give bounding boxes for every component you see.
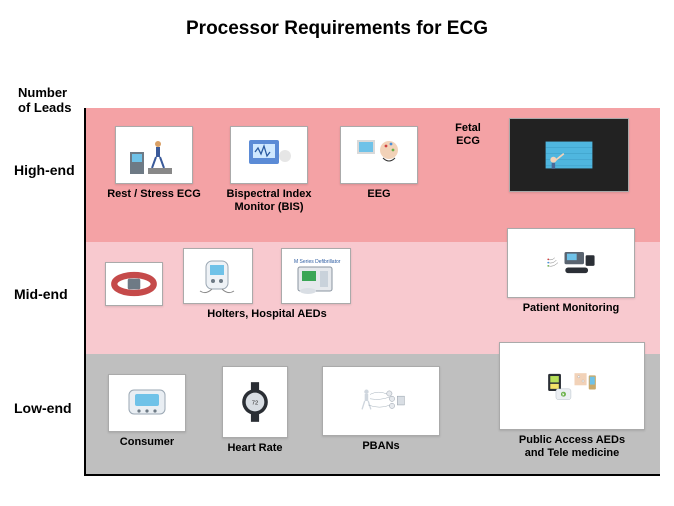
y-label-mid: Mid-end xyxy=(14,286,68,302)
thumb-holter-device xyxy=(183,248,253,304)
caption-pbans: PBANs xyxy=(316,440,446,453)
thumb-patient-monitoring xyxy=(507,228,635,298)
caption-patient-monitoring: Patient Monitoring xyxy=(496,302,646,315)
item-fetal-label: FetalECG xyxy=(444,122,492,147)
caption-fetal: FetalECG xyxy=(444,122,492,147)
item-rest-stress: Rest / Stress ECG xyxy=(104,126,204,201)
y-label-high: High-end xyxy=(14,162,75,178)
item-consumer: Consumer xyxy=(100,374,194,449)
item-eeg: EEG xyxy=(334,126,424,201)
caption-eeg: EEG xyxy=(334,188,424,201)
thumb-public-aed xyxy=(499,342,645,430)
thumb-fetal-screen xyxy=(509,118,629,192)
item-bis: Bispectral IndexMonitor (BIS) xyxy=(214,126,324,213)
thumb-hospital-aed: M Series Defibrillator xyxy=(281,248,351,304)
caption-rest-stress: Rest / Stress ECG xyxy=(104,188,204,201)
caption-heart-rate: Heart Rate xyxy=(210,442,300,455)
item-holters-group: M Series Defibrillator Holters, Hospital… xyxy=(172,248,362,321)
item-heart-rate: 72 Heart Rate xyxy=(210,366,300,455)
svg-text:72: 72 xyxy=(252,400,258,406)
item-fetal-screen xyxy=(504,118,634,192)
item-public-aed: Public Access AEDsand Tele medicine xyxy=(492,342,652,459)
thumb-bis xyxy=(230,126,308,184)
thumb-heart-rate: 72 xyxy=(222,366,288,438)
defib-tag-text: M Series Defibrillator xyxy=(294,259,341,265)
caption-bis: Bispectral IndexMonitor (BIS) xyxy=(214,188,324,213)
item-holter-strap xyxy=(104,262,164,306)
item-patient-monitoring: Patient Monitoring xyxy=(496,228,646,315)
caption-public-aed: Public Access AEDsand Tele medicine xyxy=(492,434,652,459)
thumb-rest-stress xyxy=(115,126,193,184)
page-title: Processor Requirements for ECG xyxy=(0,0,674,40)
item-pbans: PBANs xyxy=(316,366,446,453)
thumb-consumer xyxy=(108,374,186,432)
thumb-pbans xyxy=(322,366,440,436)
caption-holters: Holters, Hospital AEDs xyxy=(172,308,362,321)
thumb-holter-strap xyxy=(105,262,163,306)
caption-consumer: Consumer xyxy=(100,436,194,449)
thumb-eeg xyxy=(340,126,418,184)
y-axis-title: Numberof Leads xyxy=(18,86,71,116)
chart-area: Rest / Stress ECG Bispectral IndexMonito… xyxy=(84,108,660,476)
y-label-low: Low-end xyxy=(14,400,72,416)
